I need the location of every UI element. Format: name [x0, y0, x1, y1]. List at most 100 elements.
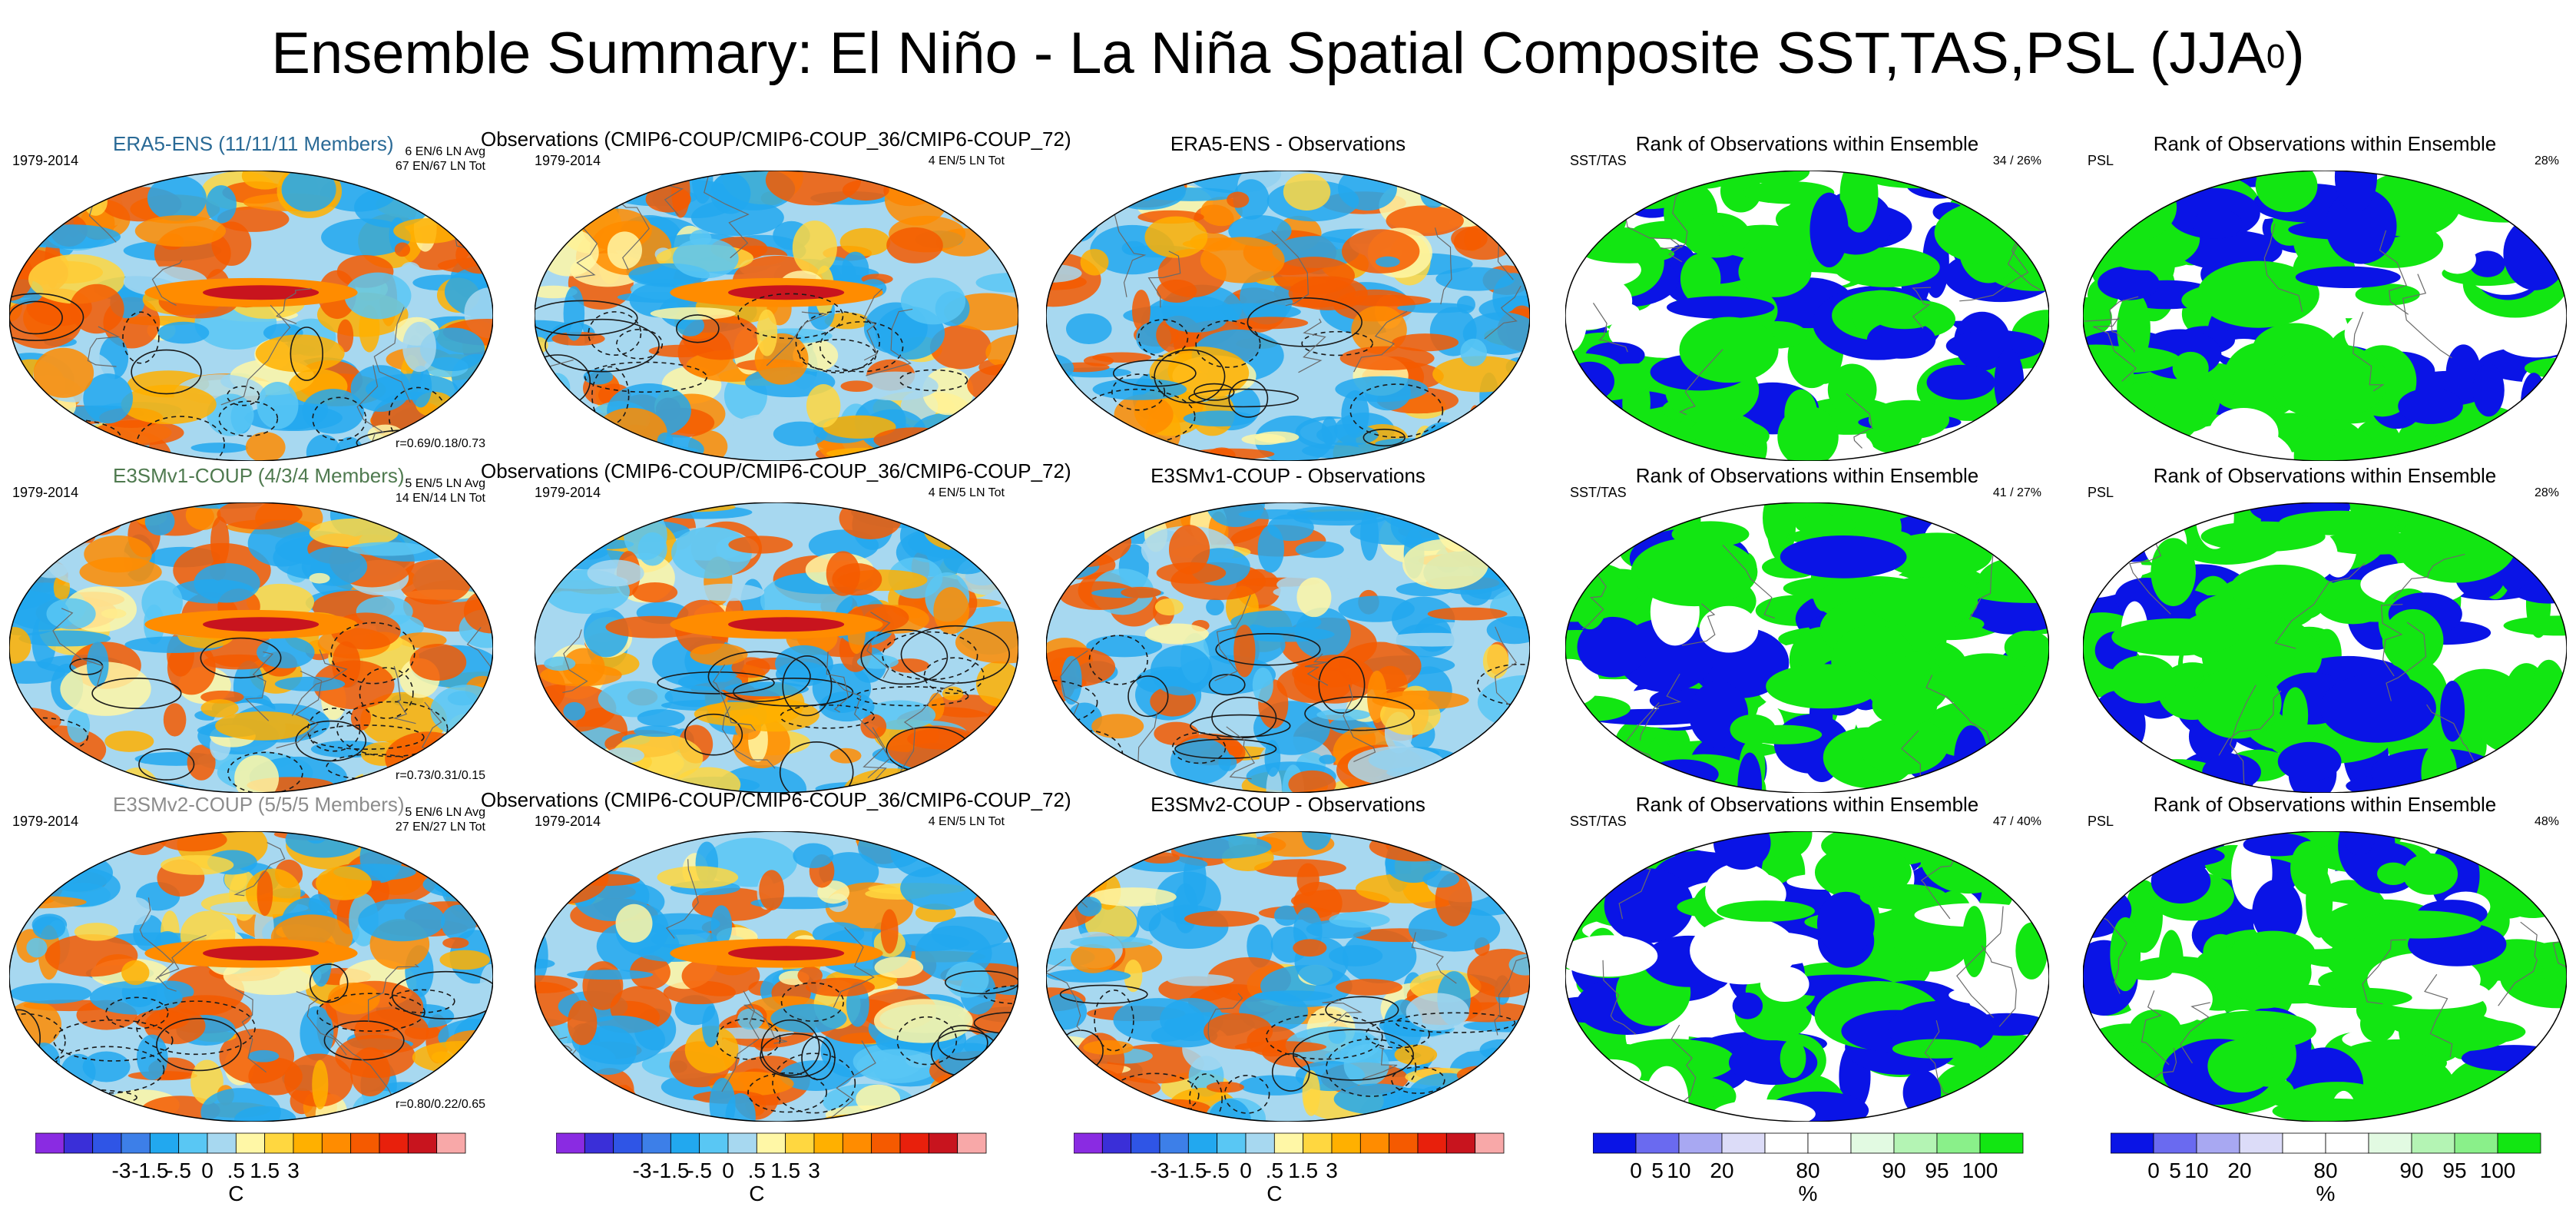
observations-composite-map [535, 502, 1018, 793]
colorbar-swatch [641, 1132, 671, 1154]
colorbar-unit-label: C [228, 1182, 244, 1205]
colorbar-swatch [1417, 1132, 1447, 1154]
colorbar-swatch [1187, 1132, 1218, 1154]
model-stats-total: 14 EN/14 LN Tot [395, 492, 485, 505]
rank-sst-variable-label: SST/TAS [1570, 814, 1627, 829]
colorbar-tick-label: 0 [1240, 1159, 1252, 1182]
colorbar-tick-label: .5 [227, 1159, 245, 1182]
colorbar-unit-label: C [1266, 1182, 1283, 1205]
observations-panel-title: Observations (CMIP6-COUP/CMIP6-COUP_36/C… [481, 128, 1071, 151]
rank-psl-value: 28% [2534, 154, 2559, 167]
rank-sst-panel-title: Rank of Observations within Ensemble [1635, 132, 1979, 155]
colorbar-tick-label: 5 [1651, 1159, 1664, 1182]
observations-panel-title: Observations (CMIP6-COUP/CMIP6-COUP_36/C… [481, 459, 1071, 482]
colorbar-swatch [2153, 1132, 2197, 1154]
colorbar-tick-label: 0 [1630, 1159, 1642, 1182]
colorbar-tick-label: 100 [2479, 1159, 2516, 1182]
colorbar-swatch [121, 1132, 151, 1154]
difference-map [1046, 502, 1530, 793]
model-composite-map [9, 171, 493, 461]
colorbar-swatch [1245, 1132, 1275, 1154]
observations-period-label: 1979-2014 [535, 153, 601, 168]
colorbar-swatch [1074, 1132, 1103, 1154]
colorbar-swatch [92, 1132, 122, 1154]
rank-sst-value: 34 / 26% [1992, 154, 2041, 167]
model-stats-avg: 5 EN/6 LN Avg [405, 806, 485, 819]
observations-period-label: 1979-2014 [535, 485, 601, 500]
colorbar-swatch [1721, 1132, 1766, 1154]
colorbar-tick-label: -3 [632, 1159, 652, 1182]
rank-psl-panel-title: Rank of Observations within Ensemble [2153, 464, 2497, 487]
colorbar-swatch [813, 1132, 843, 1154]
colorbar-tick-label: -1.5 [1170, 1159, 1207, 1182]
main-title: Ensemble Summary: El Niño - La Niña Spat… [271, 21, 2305, 86]
colorbar-tick-label: 0 [201, 1159, 214, 1182]
rank-psl-variable-label: PSL [2088, 485, 2114, 500]
observations-stats: 4 EN/5 LN Tot [928, 154, 1005, 167]
colorbar-tick-label: .5 [747, 1159, 766, 1182]
colorbar-swatch [871, 1132, 901, 1154]
model-composite-map [9, 502, 493, 793]
colorbar-unit-label: C [749, 1182, 765, 1205]
model-composite-map [9, 831, 493, 1122]
rank-psl-panel-title: Rank of Observations within Ensemble [2153, 793, 2497, 816]
colorbar-swatch [899, 1132, 929, 1154]
rank-psl-value: 48% [2534, 815, 2559, 828]
colorbar-swatch [2454, 1132, 2498, 1154]
difference-panel-title: ERA5-ENS - Observations [1170, 132, 1406, 155]
colorbar-swatch [1331, 1132, 1361, 1154]
colorbar-tick-label: -.5 [1204, 1159, 1230, 1182]
rank-psl-variable-label: PSL [2088, 814, 2114, 829]
colorbar-tick-label: 80 [1796, 1159, 1820, 1182]
colorbar-tick-label: -3 [111, 1159, 131, 1182]
colorbar-swatch [842, 1132, 872, 1154]
colorbar-swatch [1593, 1132, 1637, 1154]
difference-panel-title: E3SMv2-COUP - Observations [1151, 793, 1425, 816]
colorbar-swatch [178, 1132, 208, 1154]
colorbar-tick-label: -.5 [166, 1159, 191, 1182]
colorbar-swatch [379, 1132, 409, 1154]
colorbar-swatch [1131, 1132, 1161, 1154]
colorbar-swatch [2196, 1132, 2240, 1154]
colorbar-swatch [1159, 1132, 1189, 1154]
model-panel-title: E3SMv2-COUP (5/5/5 Members) [113, 793, 405, 816]
colorbar-swatch [407, 1132, 438, 1154]
difference-map [1046, 831, 1530, 1122]
colorbar-swatch [1273, 1132, 1304, 1154]
colorbar-swatch [1303, 1132, 1333, 1154]
colorbar-swatch [1359, 1132, 1390, 1154]
colorbar-swatch [1850, 1132, 1895, 1154]
colorbar-swatch [1101, 1132, 1132, 1154]
colorbar-swatch [2111, 1132, 2154, 1154]
colorbar-swatch [1979, 1132, 2024, 1154]
colorbar-tick-label: 95 [2442, 1159, 2467, 1182]
rank-sst-map [1565, 831, 2049, 1122]
colorbar-tick-label: 20 [1710, 1159, 1734, 1182]
model-period-label: 1979-2014 [12, 814, 79, 829]
difference-panel-title: E3SMv1-COUP - Observations [1151, 464, 1425, 487]
observations-stats: 4 EN/5 LN Tot [928, 486, 1005, 499]
observations-composite-map [535, 171, 1018, 461]
colorbar-swatch [613, 1132, 643, 1154]
colorbar-swatch [63, 1132, 94, 1154]
colorbar-swatch [1389, 1132, 1419, 1154]
rank-psl-map [2083, 502, 2567, 793]
rank-sst-map [1565, 502, 2049, 793]
colorbar-swatch [2368, 1132, 2412, 1154]
rank-sst-value: 47 / 40% [1992, 815, 2041, 828]
rank-psl-value: 28% [2534, 486, 2559, 499]
colorbar-swatch [1217, 1132, 1247, 1154]
temperature-colorbar [556, 1132, 987, 1154]
colorbar-swatch [1807, 1132, 1852, 1154]
colorbar-swatch [1678, 1132, 1723, 1154]
model-correlation-label: r=0.80/0.22/0.65 [396, 1098, 485, 1111]
rank-sst-panel-title: Rank of Observations within Ensemble [1635, 464, 1979, 487]
colorbar-swatch [149, 1132, 180, 1154]
colorbar-swatch [1764, 1132, 1809, 1154]
rank-psl-variable-label: PSL [2088, 153, 2114, 168]
colorbar-tick-label: 5 [2169, 1159, 2181, 1182]
colorbar-swatch [699, 1132, 729, 1154]
colorbar-tick-label: 3 [287, 1159, 300, 1182]
colorbar-swatch [1445, 1132, 1476, 1154]
colorbar-swatch [1635, 1132, 1680, 1154]
